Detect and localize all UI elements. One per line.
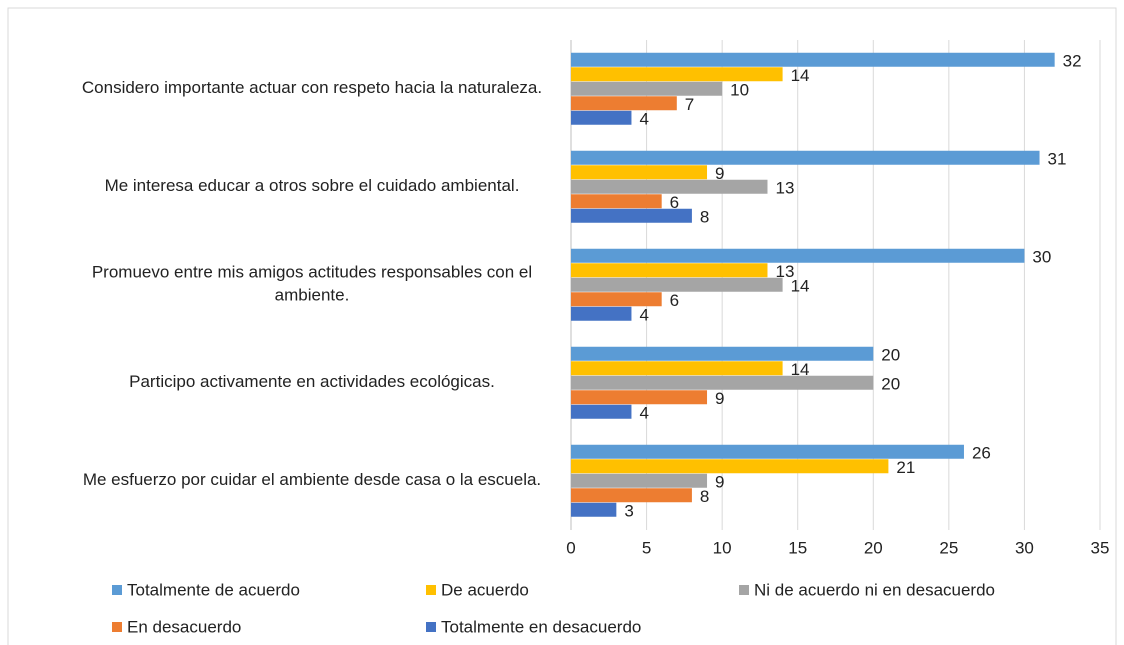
legend-swatch (426, 622, 436, 632)
legend-swatch (739, 585, 749, 595)
bar (571, 179, 768, 194)
data-label: 3 (624, 501, 633, 520)
legend-swatch (112, 585, 122, 595)
legend-label: Totalmente en desacuerdo (441, 617, 641, 636)
bar (571, 263, 768, 278)
bar (571, 110, 632, 125)
bar (571, 444, 964, 459)
data-label: 14 (791, 276, 810, 295)
bar (571, 292, 662, 307)
bar (571, 194, 662, 209)
legend-label: Totalmente de acuerdo (127, 580, 300, 599)
data-label: 8 (700, 207, 709, 226)
legend-swatch (112, 622, 122, 632)
category-label: Considero importante actuar con respeto … (82, 78, 542, 97)
category-label: Participo activamente en actividades eco… (129, 372, 495, 391)
data-label: 13 (775, 178, 794, 197)
x-tick-label: 10 (713, 538, 732, 557)
legend-label: De acuerdo (441, 580, 529, 599)
data-label: 26 (972, 443, 991, 462)
x-tick-label: 25 (939, 538, 958, 557)
bar (571, 96, 677, 111)
data-label: 32 (1063, 51, 1082, 70)
category-label: Me interesa educar a otros sobre el cuid… (105, 176, 520, 195)
data-label: 21 (896, 458, 915, 477)
bar (571, 502, 617, 517)
category-label: Me esfuerzo por cuidar el ambiente desde… (83, 470, 541, 489)
bar (571, 375, 874, 390)
bar (571, 150, 1040, 165)
bar (571, 165, 708, 180)
bar (571, 208, 692, 223)
legend-swatch (426, 585, 436, 595)
x-tick-label: 30 (1015, 538, 1034, 557)
data-label: 9 (715, 472, 724, 491)
bar (571, 67, 783, 82)
bar (571, 81, 723, 96)
bar (571, 346, 874, 361)
data-label: 14 (791, 360, 810, 379)
data-label: 4 (639, 109, 648, 128)
data-label: 6 (670, 291, 679, 310)
bar (571, 306, 632, 321)
x-tick-label: 0 (566, 538, 575, 557)
legend-label: Ni de acuerdo ni en desacuerdo (754, 580, 995, 599)
bar (571, 248, 1025, 263)
bar (571, 361, 783, 376)
data-label: 20 (881, 345, 900, 364)
data-label: 6 (670, 193, 679, 212)
data-label: 7 (685, 95, 694, 114)
bar (571, 52, 1055, 67)
data-label: 9 (715, 164, 724, 183)
data-label: 10 (730, 80, 749, 99)
data-label: 31 (1048, 149, 1067, 168)
data-label: 13 (775, 262, 794, 281)
category-label: Promuevo entre mis amigos actitudes resp… (92, 263, 532, 305)
bar (571, 390, 708, 405)
legend-label: En desacuerdo (127, 617, 241, 636)
bar (571, 404, 632, 419)
data-label: 8 (700, 487, 709, 506)
data-label: 20 (881, 374, 900, 393)
bar (571, 277, 783, 292)
bar (571, 488, 692, 503)
bar (571, 473, 708, 488)
data-label: 4 (639, 305, 648, 324)
chart-frame (7, 7, 1117, 645)
x-tick-label: 15 (788, 538, 807, 557)
data-label: 30 (1032, 247, 1051, 266)
bar (571, 459, 889, 474)
x-tick-label: 35 (1091, 538, 1110, 557)
x-tick-label: 20 (864, 538, 883, 557)
data-label: 4 (639, 403, 648, 422)
data-label: 9 (715, 389, 724, 408)
data-label: 14 (791, 66, 810, 85)
x-tick-label: 5 (642, 538, 651, 557)
